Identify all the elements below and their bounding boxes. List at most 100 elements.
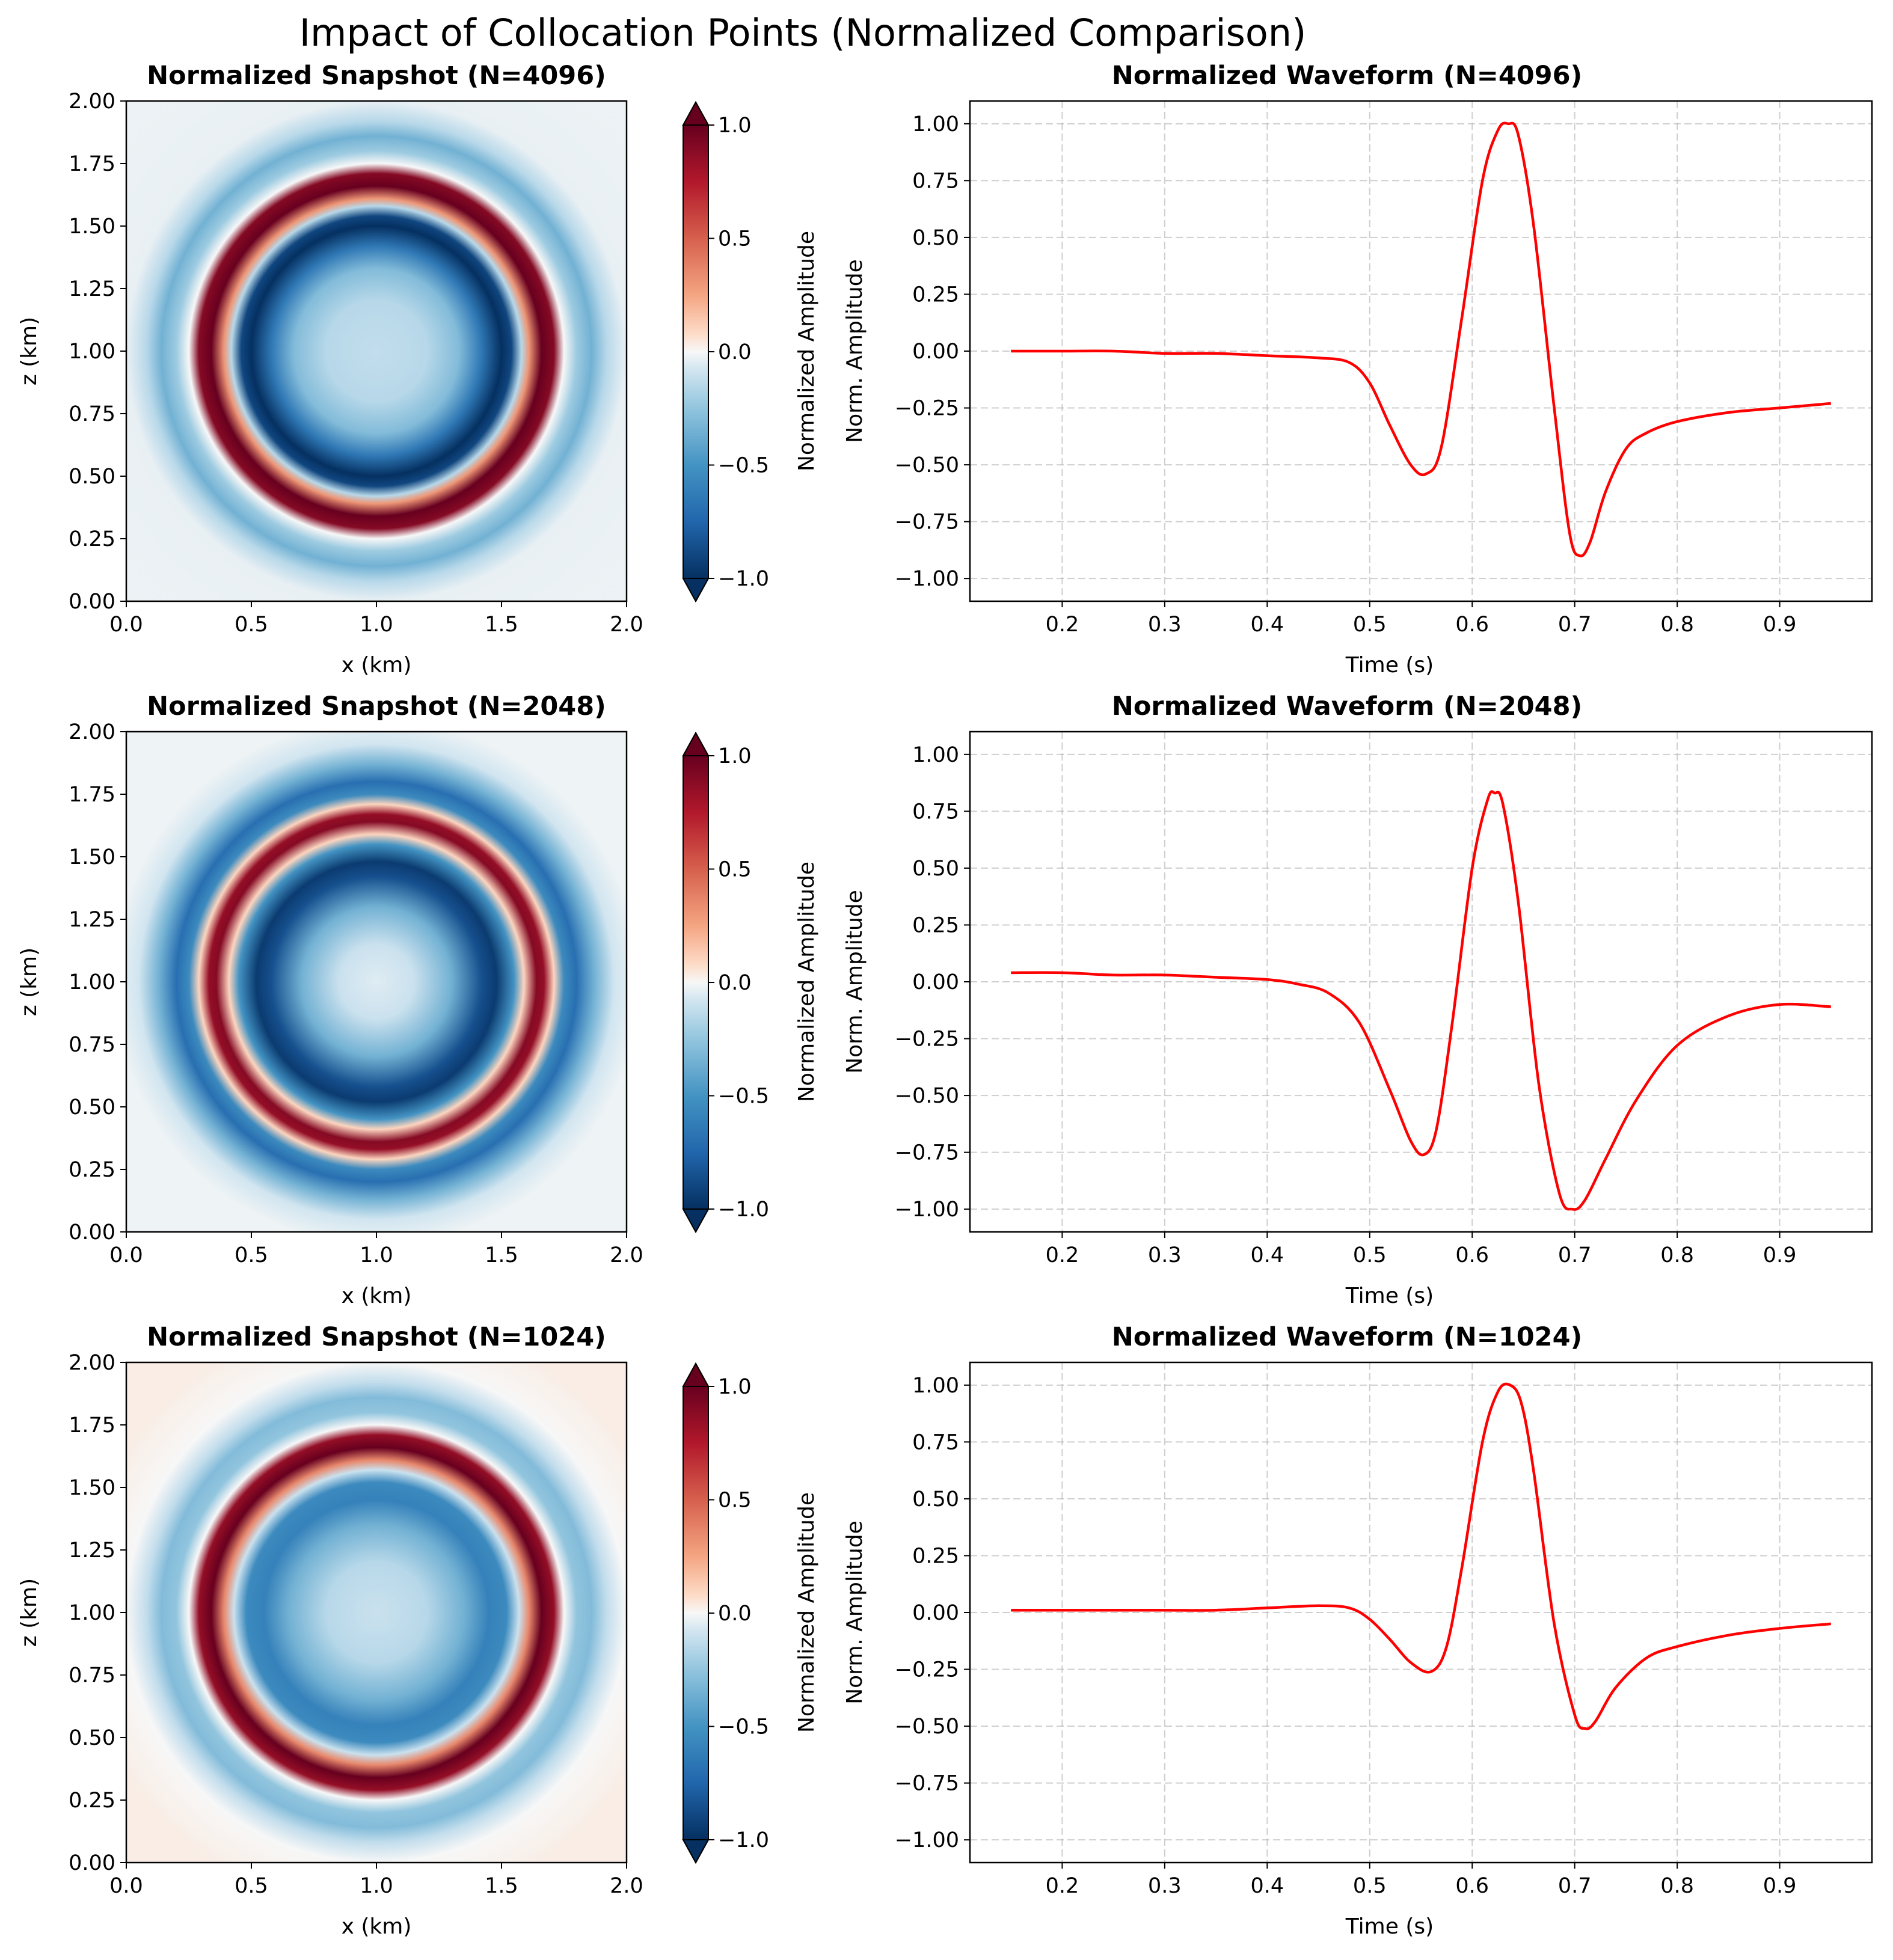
colorbar-tick-label: −1.0 [718, 1828, 769, 1852]
x-tick-label: 0.7 [1558, 613, 1592, 637]
y-tick-label: 1.75 [69, 1413, 115, 1438]
y-tick-label: 0.75 [69, 1033, 115, 1057]
y-tick-label: 0.25 [69, 527, 115, 551]
x-tick-label: 2.0 [610, 1874, 643, 1898]
x-tick-label: 0.8 [1660, 613, 1694, 637]
panel-snapshot-2048: Normalized Snapshot (N=2048) 0.0 0.5 1.0 1.… [17, 691, 643, 1308]
colorbar-4096: −1.0 −0.5 0.0 0.5 1.0 Normalized Amplitude [682, 100, 819, 603]
snapshot-plot-area [126, 101, 627, 601]
y-tick-label: 1.75 [69, 152, 115, 176]
x-tick-label: 1.5 [485, 1874, 518, 1898]
panel-waveform-1024: Normalized Waveform (N=1024) 0.2 0.3 0.4 0.… [842, 1322, 1873, 1939]
colorbar-extend-min [682, 1839, 710, 1864]
wavefront-rings [126, 101, 627, 601]
wavefront-rings [126, 1362, 627, 1863]
y-tick-label: −0.50 [895, 453, 959, 477]
y-tick-label: 1.00 [912, 1374, 959, 1398]
y-tick-label: 0.25 [69, 1158, 115, 1182]
x-tick-label: 0.5 [1353, 1243, 1387, 1267]
waveform-title: Normalized Waveform (N=4096) [1112, 61, 1582, 91]
colorbar-tick-label: 1.0 [718, 1375, 752, 1399]
y-tick-label: 0.00 [69, 1851, 115, 1875]
x-tick-label: 0.9 [1763, 1243, 1797, 1267]
x-tick-label: 0.6 [1455, 613, 1489, 637]
colorbar-tick-label: 0.5 [718, 858, 752, 882]
x-axis-label: x (km) [342, 1914, 412, 1939]
y-axis-label: z (km) [17, 948, 41, 1016]
colorbar-gradient [683, 756, 708, 1209]
x-axis-label: Time (s) [1345, 1914, 1434, 1939]
y-tick-label: 1.00 [912, 112, 959, 136]
colorbar-tick-label: 0.0 [718, 340, 752, 364]
waveform-line [1011, 121, 1831, 558]
y-tick-label: 0.50 [69, 1726, 115, 1750]
x-tick-label: 0.9 [1763, 613, 1797, 637]
x-tick-label: 0.5 [235, 1243, 268, 1267]
y-tick-label: −1.00 [895, 567, 959, 591]
panel-waveform-2048: Normalized Waveform (N=2048) 0.2 0.3 0.4 0.… [842, 691, 1873, 1308]
y-tick-label: 0.50 [912, 857, 959, 881]
y-tick-label: 1.50 [69, 845, 115, 869]
panel-waveform-4096: Normalized Waveform (N=4096) 0.2 0.3 0.4 0.… [842, 61, 1873, 678]
y-tick-label: 0.50 [912, 226, 959, 250]
x-tick-label: 0.4 [1250, 613, 1284, 637]
colorbar-tick-label: −1.0 [718, 1198, 769, 1222]
waveform-title: Normalized Waveform (N=2048) [1112, 691, 1582, 721]
snapshot-plot-area [126, 732, 627, 1232]
y-tick-label: 0.00 [912, 340, 959, 364]
y-axis-label: Norm. Amplitude [842, 1521, 867, 1704]
x-axis-label: x (km) [342, 653, 412, 678]
y-tick-label: 0.50 [912, 1487, 959, 1511]
colorbar-tick-label: 1.0 [718, 744, 752, 768]
colorbar-tick-label: 0.5 [718, 227, 752, 251]
x-tick-label: 0.2 [1046, 613, 1079, 637]
x-axis-label: Time (s) [1345, 653, 1434, 678]
x-tick-label: 1.5 [485, 1243, 518, 1267]
x-tick-label: 0.4 [1250, 1874, 1284, 1898]
x-tick-label: 0.5 [235, 613, 268, 637]
y-tick-label: 1.00 [69, 340, 115, 364]
y-tick-label: 1.50 [69, 1476, 115, 1500]
colorbar-label: Normalized Amplitude [794, 1492, 819, 1733]
x-tick-label: 0.4 [1250, 1243, 1284, 1267]
y-tick-label: 0.25 [912, 1544, 959, 1568]
y-tick-label: 0.25 [69, 1789, 115, 1813]
colorbar-tick-label: 1.0 [718, 114, 752, 138]
y-tick-label: 1.00 [69, 970, 115, 994]
waveform-line [1011, 790, 1831, 1211]
x-tick-label: 0.0 [109, 1243, 143, 1267]
panel-snapshot-4096: Normalized Snapshot (N=4096) 0.0 0.5 1.0 1.… [17, 61, 643, 678]
waveform-title: Normalized Waveform (N=1024) [1112, 1322, 1582, 1352]
x-tick-label: 0.7 [1558, 1243, 1592, 1267]
snapshot-title: Normalized Snapshot (N=2048) [147, 691, 606, 721]
y-tick-label: 0.00 [69, 590, 115, 614]
y-tick-label: −0.25 [895, 397, 959, 421]
y-axis-label: z (km) [17, 317, 41, 385]
y-tick-label: 0.50 [69, 465, 115, 489]
snapshot-plot-area [126, 1362, 627, 1863]
y-tick-label: −0.75 [895, 510, 959, 534]
x-tick-label: 1.0 [360, 1243, 393, 1267]
y-tick-label: 1.00 [69, 1601, 115, 1625]
colorbar-label: Normalized Amplitude [794, 862, 819, 1102]
x-tick-label: 0.8 [1660, 1874, 1694, 1898]
colorbar-tick-label: −1.0 [718, 567, 769, 591]
y-tick-label: 1.50 [69, 215, 115, 239]
colorbar-extend-min [682, 578, 710, 603]
y-tick-label: 1.25 [69, 1539, 115, 1563]
y-tick-label: 0.00 [912, 1601, 959, 1625]
y-tick-label: 0.00 [912, 970, 959, 994]
x-tick-label: 0.7 [1558, 1874, 1592, 1898]
colorbar-extend-min [682, 1208, 710, 1234]
x-tick-label: 0.5 [1353, 613, 1387, 637]
y-tick-label: −1.00 [895, 1198, 959, 1222]
y-tick-label: 0.00 [69, 1220, 115, 1245]
x-tick-label: 0.0 [109, 613, 143, 637]
colorbar-extend-max [682, 100, 710, 126]
x-tick-label: 0.2 [1046, 1874, 1079, 1898]
x-tick-label: 0.6 [1455, 1874, 1489, 1898]
colorbar-tick-label: 0.0 [718, 1602, 752, 1626]
y-tick-label: 1.25 [69, 908, 115, 932]
y-tick-label: −0.25 [895, 1027, 959, 1052]
colorbar-tick-label: −0.5 [718, 454, 769, 478]
